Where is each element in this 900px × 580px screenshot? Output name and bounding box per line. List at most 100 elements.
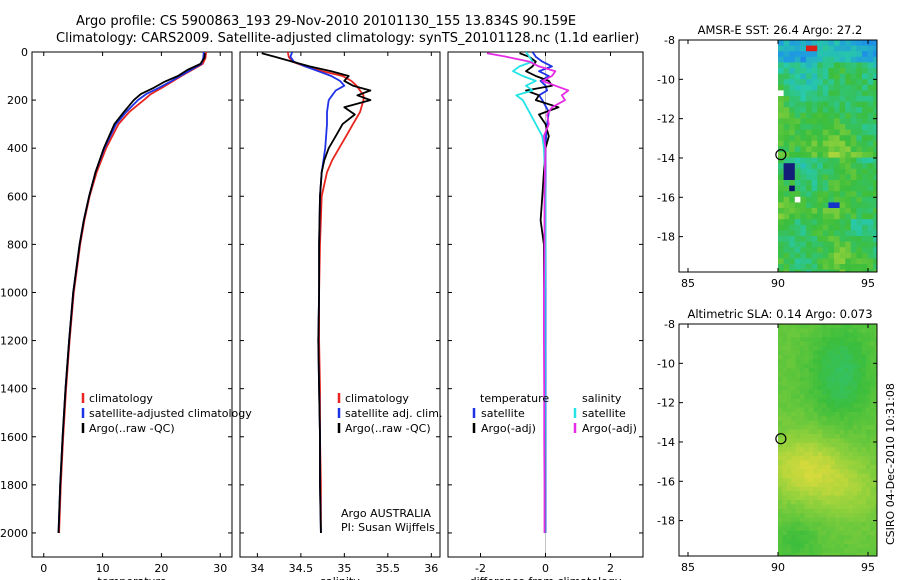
amsre_sst-cell: [828, 84, 835, 91]
amsre_sst-cell: [822, 252, 829, 259]
amsre_sst-cell: [800, 62, 807, 69]
amsre_sst-cell: [862, 168, 868, 175]
altimetric_sla-cell: [848, 460, 854, 466]
amsre_sst-cell: [828, 168, 835, 175]
difference-xlabel: difference from climatology: [470, 575, 622, 580]
altimetric_sla-cell: [800, 469, 805, 474]
amsre_sst-cell: [789, 208, 796, 214]
altimetric_sla-cell: [866, 473, 871, 479]
altimetric_sla-cell: [857, 412, 862, 417]
amsre_sst-cell: [834, 247, 840, 254]
amsre_sst-cell: [828, 202, 835, 209]
amsre_sst-cell: [794, 56, 801, 63]
altimetric_sla-cell: [795, 368, 801, 373]
altimetric_sla-cell: [808, 390, 814, 395]
altimetric_sla-cell: [808, 460, 814, 466]
altimetric_sla-cell: [835, 438, 840, 444]
altimetric_sla-cell: [861, 412, 867, 417]
amsre_sst-cell: [834, 73, 840, 80]
amsre_sst-cell: [822, 185, 829, 192]
altimetric_sla-cell: [848, 491, 854, 496]
amsre_sst-cell: [811, 213, 818, 220]
altimetric_sla-cell: [835, 372, 840, 378]
altimetric_sla-cell: [786, 486, 792, 492]
altimetric_sla-cell: [800, 513, 805, 518]
amsre_sst-cell: [789, 174, 796, 181]
altimetric_sla-cell: [866, 500, 871, 505]
altimetric_sla-cell: [800, 332, 805, 338]
amsre_sst-cell: [817, 196, 824, 203]
amsre_sst-cell: [873, 174, 878, 181]
altimetric_sla-cell: [778, 482, 783, 488]
amsre_sst-cell: [817, 96, 824, 102]
altimetric_sla-cell: [800, 548, 805, 554]
altimetric_sla-cell: [830, 486, 836, 492]
altimetric_sla-cell: [786, 522, 792, 527]
altimetric_sla-cell: [782, 552, 788, 557]
altimetric_sla-cell: [844, 508, 849, 514]
altimetric_sla-cell: [857, 359, 862, 364]
altimetric_sla-cell: [852, 429, 858, 435]
altimetric_sla-cell: [839, 548, 845, 554]
altimetric_sla-cell: [813, 429, 818, 435]
altimetric_sla-cell: [778, 548, 783, 554]
altimetric_sla-cell: [817, 482, 823, 488]
amsre_sst-cell: [850, 56, 857, 63]
altimetric_sla-cell: [778, 403, 783, 408]
altimetric_sla-cell: [795, 363, 801, 369]
altimetric_sla-cell: [874, 508, 878, 514]
altimetric_sla-cell: [839, 324, 845, 329]
altimetric_sla-cell: [795, 500, 801, 505]
amsre_sst-cell: [794, 68, 801, 74]
altimetric_sla-cell: [857, 517, 862, 523]
amsre_sst-cell: [778, 247, 784, 254]
amsre_sst-cell: [794, 258, 801, 265]
altimetric_sla-cell: [800, 438, 805, 444]
altimetric_sla-cell: [782, 548, 788, 554]
altimetric_sla-cell: [813, 332, 818, 338]
amsre_sst-cell: [794, 196, 801, 203]
altimetric_sla-cell: [791, 495, 796, 501]
amsre_sst-cell: [817, 224, 824, 231]
amsre_sst-cell: [845, 129, 852, 136]
altimetric_sla-cell: [778, 346, 783, 351]
altimetric_sla-cell: [870, 513, 876, 518]
altimetric_sla-cell: [795, 522, 801, 527]
amsre_sst-cell: [783, 230, 790, 237]
amsre_sst-cell: [856, 247, 863, 254]
altimetric_sla-cell: [874, 552, 878, 557]
difference-legend-entry-salinity: Argo(-adj): [582, 422, 637, 435]
altimetric_sla-cell: [874, 337, 878, 342]
altimetric_sla-cell: [795, 544, 801, 549]
amsre_sst-cell: [850, 269, 857, 273]
altimetric_sla-cell: [826, 535, 832, 540]
altimetric_sla-cell: [830, 478, 836, 483]
amsre_sst-cell: [800, 129, 807, 136]
amsre_sst-cell: [794, 180, 801, 186]
amsre_sst-cell: [845, 79, 852, 86]
amsre_sst-cell: [806, 168, 812, 175]
altimetric_sla-cell: [848, 385, 854, 391]
amsre_sst-cell: [811, 84, 818, 91]
figure-title-line-1: Argo profile: CS 5900863_193 29-Nov-2010…: [76, 14, 576, 29]
amsre_sst-cell: [834, 84, 840, 91]
altimetric_sla-cell: [813, 451, 818, 457]
altimetric_sla-cell: [791, 522, 796, 527]
amsre_sst-cell: [822, 90, 829, 97]
altimetric_sla-cell: [874, 535, 878, 540]
altimetric_sla-cell: [830, 324, 836, 329]
altimetric_sla-cell: [791, 535, 796, 540]
amsre_sst-cell: [862, 258, 868, 265]
altimetric_sla-cell: [813, 394, 818, 400]
altimetric_sla-cell: [861, 363, 867, 369]
amsre_sst-cell: [867, 62, 874, 69]
altimetric_sla-cell: [870, 544, 876, 549]
altimetric_sla-cell: [870, 346, 876, 351]
altimetric_sla-cell: [839, 513, 845, 518]
altimetric_sla-cell: [857, 390, 862, 395]
amsre_sst-cell: [862, 62, 868, 69]
altimetric_sla-cell: [813, 407, 818, 413]
amsre_sst-cell: [867, 241, 874, 248]
amsre_sst-cell: [778, 185, 784, 192]
altimetric_sla-cell: [778, 530, 783, 536]
